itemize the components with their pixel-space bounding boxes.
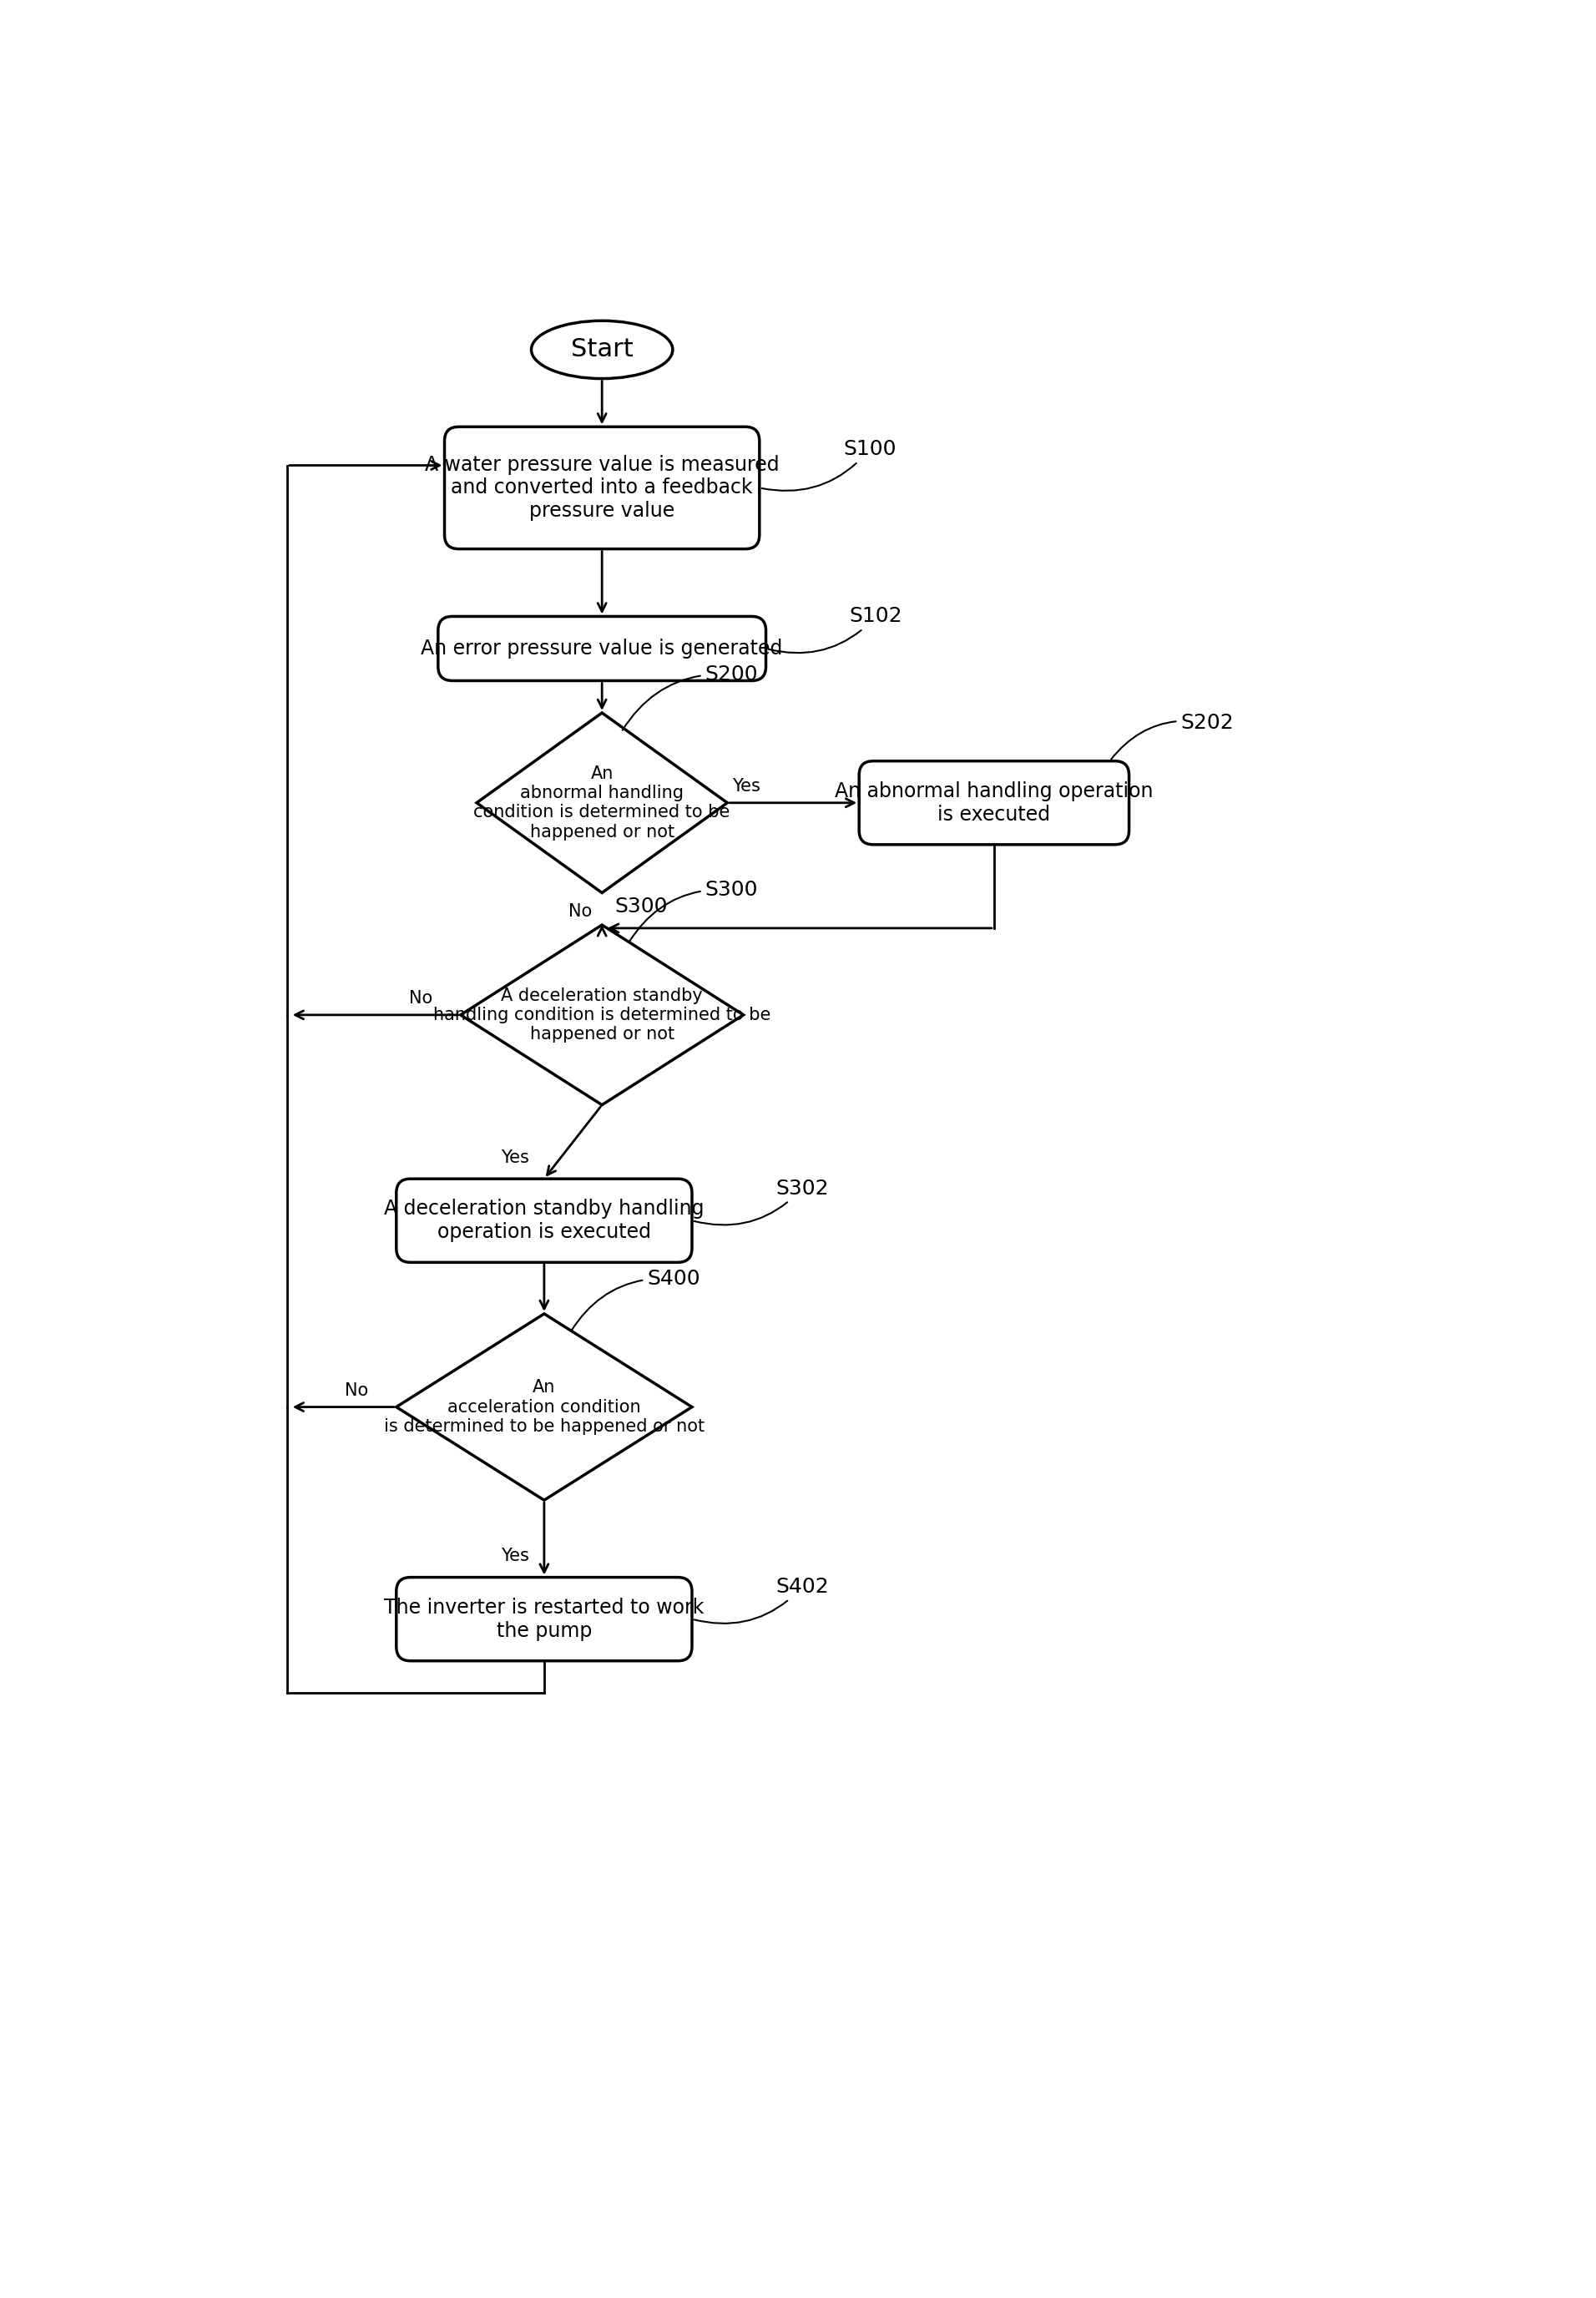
Text: A deceleration standby
handling condition is determined to be
happened or not: A deceleration standby handling conditio… [433, 988, 771, 1043]
Text: Start: Start [571, 338, 634, 361]
Text: An abnormal handling operation
is executed: An abnormal handling operation is execut… [835, 781, 1154, 825]
Text: S102: S102 [768, 607, 903, 653]
Text: An error pressure value is generated: An error pressure value is generated [421, 639, 784, 660]
Text: S302: S302 [694, 1179, 828, 1225]
Text: S402: S402 [694, 1576, 828, 1622]
Text: No: No [568, 903, 592, 919]
Text: S300: S300 [629, 880, 758, 942]
Text: No: No [345, 1381, 369, 1399]
Text: Yes: Yes [501, 1549, 528, 1565]
Text: An
abnormal handling
condition is determined to be
happened or not: An abnormal handling condition is determ… [474, 765, 731, 841]
Text: S202: S202 [1111, 712, 1234, 758]
Text: Yes: Yes [733, 779, 761, 795]
Text: No: No [409, 990, 433, 1007]
Text: A deceleration standby handling
operation is executed: A deceleration standby handling operatio… [385, 1200, 704, 1243]
Text: S300: S300 [614, 896, 667, 917]
Text: S100: S100 [761, 439, 895, 492]
Text: The inverter is restarted to work
the pump: The inverter is restarted to work the pu… [385, 1597, 704, 1641]
Text: S400: S400 [571, 1268, 701, 1331]
Text: A water pressure value is measured
and converted into a feedback
pressure value: A water pressure value is measured and c… [425, 455, 779, 522]
Text: S200: S200 [622, 664, 758, 731]
Text: An
acceleration condition
is determined to be happened or not: An acceleration condition is determined … [383, 1379, 704, 1434]
Text: Yes: Yes [501, 1149, 528, 1165]
